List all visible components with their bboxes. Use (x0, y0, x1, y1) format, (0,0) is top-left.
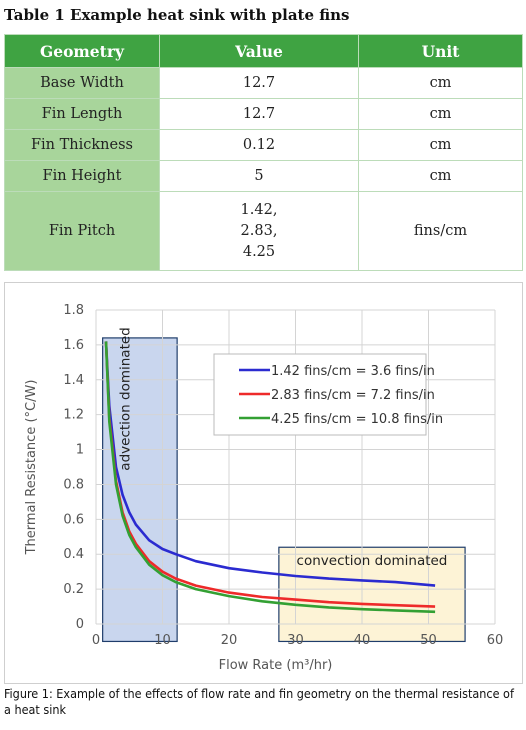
heat-sink-table: Geometry Value Unit Base Width 12.7 cm F… (4, 34, 523, 271)
table-row: Fin Length 12.7 cm (4, 98, 523, 130)
y-tick-label: 0 (76, 617, 84, 632)
unit-cell: cm (358, 67, 523, 99)
header-value: Value (159, 34, 359, 68)
x-tick-label: 30 (287, 633, 304, 648)
y-tick-label: 0.4 (63, 547, 84, 562)
value-line: 4.25 (242, 243, 276, 260)
x-tick-label: 50 (420, 633, 437, 648)
series-line (104, 341, 436, 614)
geometry-cell: Fin Pitch (4, 191, 160, 271)
geometry-cell: Fin Thickness (4, 129, 160, 161)
value-cell: 12.7 (159, 98, 359, 130)
y-tick-label: 0.6 (63, 512, 84, 527)
geometry-cell: Fin Height (4, 160, 160, 192)
legend-label: 4.25 fins/cm = 10.8 fins/in (271, 412, 443, 427)
region-label: advection dominated (118, 327, 134, 470)
x-tick-label: 0 (92, 633, 100, 648)
table-row: Fin Thickness 0.12 cm (4, 129, 523, 161)
unit-cell: cm (358, 160, 523, 192)
thermal-resistance-chart: 0 0.2 0.4 0.6 0.8 1 1.2 1.4 1.6 1.8 0 10 20 30 40 50 60 F… (24, 303, 504, 673)
legend-label: 2.83 fins/cm = 7.2 fins/in (271, 388, 435, 403)
header-unit: Unit (358, 34, 523, 68)
value-line: 1.42, (240, 201, 278, 218)
table-header-row: Geometry Value Unit (4, 34, 523, 68)
geometry-cell: Base Width (4, 67, 160, 99)
figure-caption: Figure 1: Example of the effects of flow… (4, 686, 514, 717)
x-axis-label: Flow Rate (m³/hr) (219, 658, 333, 673)
value-cell: 5 (159, 160, 359, 192)
y-tick-label: 1.8 (63, 303, 84, 318)
geometry-cell: Fin Length (4, 98, 160, 130)
value-line: 2.83, (240, 222, 278, 239)
y-tick-label: 0.2 (63, 582, 84, 597)
y-tick-label: 1.2 (63, 408, 84, 423)
region-box (278, 546, 466, 643)
series-line (104, 341, 436, 587)
legend-label: 1.42 fins/cm = 3.6 fins/in (271, 364, 435, 379)
x-tick-label: 10 (154, 633, 171, 648)
x-tick-label: 40 (354, 633, 371, 648)
y-tick-label: 1 (76, 443, 84, 458)
y-axis-label: Thermal Resistance (°C/W) (24, 380, 39, 556)
table-caption: Table 1 Example heat sink with plate fin… (4, 6, 350, 24)
header-geometry: Geometry (4, 34, 160, 68)
region-label: convection dominated (297, 553, 448, 569)
table-row: Base Width 12.7 cm (4, 67, 523, 99)
table-row: Fin Height 5 cm (4, 160, 523, 192)
unit-cell: cm (358, 98, 523, 130)
value-cell: 12.7 (159, 67, 359, 99)
y-tick-label: 1.4 (63, 373, 84, 388)
x-tick-label: 20 (221, 633, 238, 648)
table-row: Fin Pitch 1.42, 2.83, 4.25 fins/cm (4, 191, 523, 271)
chart-frame: 0 0.2 0.4 0.6 0.8 1 1.2 1.4 1.6 1.8 0 10 20 30 40 50 60 F… (4, 282, 523, 684)
unit-cell: cm (358, 129, 523, 161)
y-tick-label: 0.8 (63, 477, 84, 492)
value-cell: 1.42, 2.83, 4.25 (159, 191, 359, 271)
y-tick-label: 1.6 (63, 338, 84, 353)
x-tick-label: 60 (487, 633, 504, 648)
unit-cell: fins/cm (358, 191, 523, 271)
value-cell: 0.12 (159, 129, 359, 161)
region-box (102, 337, 178, 643)
